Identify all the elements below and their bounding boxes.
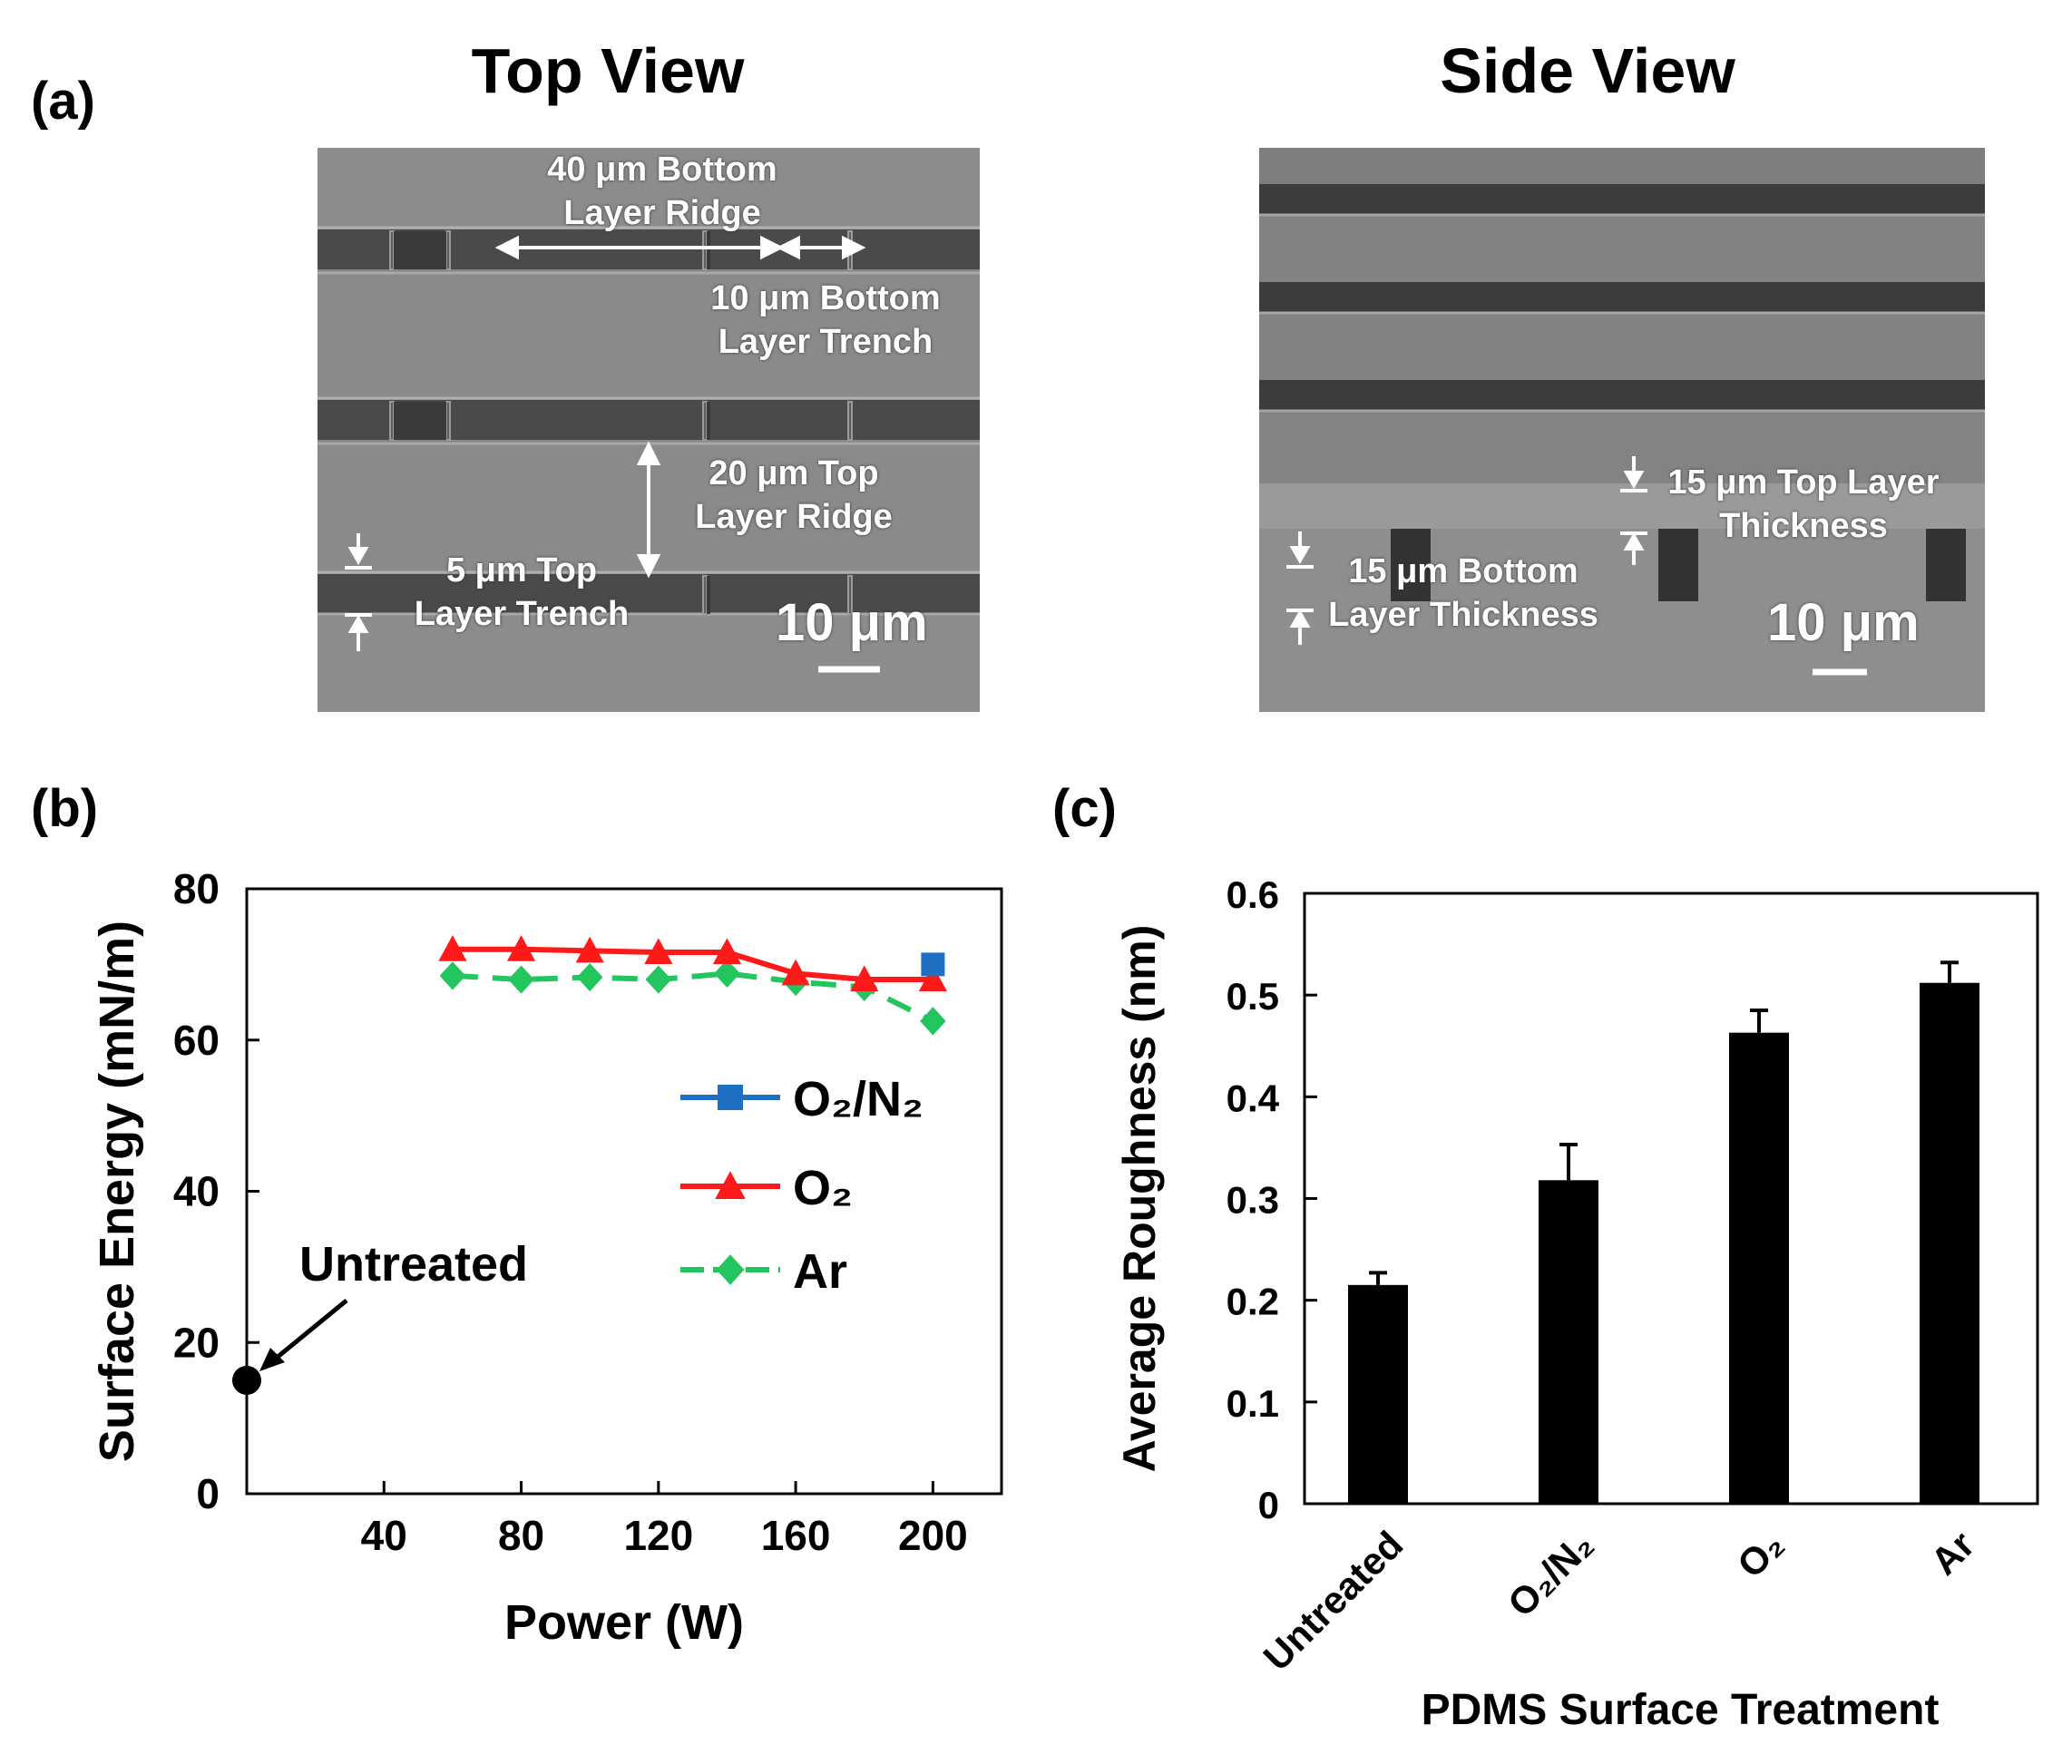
data-point	[712, 938, 742, 965]
y-axis-label: Average Roughness (nm)	[1114, 925, 1165, 1473]
bottom-ridge-annotation: 40 μm Bottom Layer Ridge	[547, 151, 777, 232]
untreated-arrow-head	[259, 1347, 285, 1371]
y-tick-label: 0.2	[1227, 1281, 1279, 1323]
series-o2-n2	[921, 952, 945, 977]
legend-label: O₂	[793, 1161, 853, 1215]
x-tick-label: Untreated	[1256, 1523, 1412, 1679]
top-view-sem-image: 40 μm Bottom Layer Ridge 10 μm Bottom La…	[318, 148, 980, 712]
x-tick-label: 160	[761, 1512, 831, 1559]
legend-entry-o2-n2: O₂/N₂	[680, 1072, 924, 1126]
legend-label: O₂/N₂	[793, 1072, 924, 1126]
bar	[1348, 1284, 1408, 1504]
legend-label: Ar	[793, 1244, 847, 1299]
y-axis-label: Surface Energy (mN/m)	[90, 921, 144, 1462]
bar	[1729, 1032, 1789, 1504]
panel-c-label: (c)	[1052, 779, 1117, 838]
data-point	[918, 965, 947, 992]
legend-marker	[716, 1254, 745, 1285]
top-ridge-annotation: 20 μm Top Layer Ridge	[695, 454, 893, 536]
y-tick-label: 40	[173, 1168, 220, 1215]
series-line	[452, 946, 933, 983]
untreated-point	[232, 1365, 261, 1395]
y-tick-label: 60	[173, 1017, 220, 1064]
data-point	[506, 935, 536, 961]
data-point	[644, 938, 673, 965]
panel-b-label: (b)	[31, 779, 99, 838]
x-tick-label: O₂	[1729, 1523, 1793, 1586]
top-view-scale-bar-label: 10 μm	[776, 593, 928, 652]
data-point	[645, 965, 672, 994]
data-point	[575, 936, 604, 963]
data-point	[850, 965, 879, 992]
series-ar	[439, 959, 946, 1036]
data-point	[576, 962, 603, 992]
x-tick-label: Ar	[1922, 1523, 1982, 1583]
y-tick-label: 0	[1258, 1484, 1279, 1526]
x-axis-label: Power (W)	[504, 1595, 744, 1650]
x-tick-label: 120	[623, 1512, 693, 1559]
x-tick-label: O₂/N₂	[1500, 1523, 1601, 1624]
x-tick-label: 40	[361, 1512, 407, 1559]
data-point	[508, 965, 534, 994]
data-point	[920, 1007, 946, 1036]
legend-entry-o2: O₂	[680, 1161, 853, 1215]
untreated-label: Untreated	[299, 1237, 528, 1291]
x-tick-label: 200	[898, 1512, 968, 1559]
y-tick-label: 0.4	[1227, 1077, 1280, 1119]
bar	[1539, 1180, 1598, 1504]
y-tick-label: 0.6	[1227, 873, 1279, 916]
top-view-title: Top View	[471, 35, 745, 106]
data-point	[714, 959, 740, 988]
bar-group: O₂/N₂	[1500, 1143, 1601, 1625]
legend-marker	[715, 1171, 746, 1199]
y-tick-label: 0	[196, 1470, 220, 1517]
surface-energy-chart: 0 20 40 60 80 40 80 120 160 200 Power (W) Surface E…	[90, 865, 1003, 1650]
y-tick-label: 0.3	[1227, 1179, 1279, 1222]
side-view-sem-drawing	[1259, 148, 1985, 712]
data-point	[439, 961, 466, 990]
side-view-title: Side View	[1440, 35, 1735, 106]
y-tick-label: 0.1	[1227, 1382, 1279, 1425]
bar-group: O₂	[1729, 1008, 1793, 1586]
data-point	[781, 959, 810, 986]
top-view-sem-drawing	[318, 148, 980, 712]
series-o2	[438, 935, 947, 992]
side-view-sem-image: 15 μm Top Layer Thickness 15 μm Bottom L…	[1259, 148, 1985, 712]
bar	[1920, 982, 1979, 1504]
y-tick-label: 0.5	[1227, 975, 1279, 1018]
untreated-arrow-line	[265, 1299, 348, 1368]
bottom-trench-annotation: 10 μm Bottom Layer Trench	[710, 279, 941, 361]
y-tick-label: 20	[173, 1319, 220, 1366]
top-trench-annotation: 5 μm Top Layer Trench	[414, 551, 630, 633]
top-thickness-annotation: 15 μm Top Layer Thickness	[1667, 463, 1940, 545]
panel-a-label: (a)	[31, 72, 95, 131]
legend-marker	[718, 1085, 743, 1110]
roughness-chart: 0 0.1 0.2 0.3 0.4 0.5 0.6 Average Roughness (nm…	[1114, 873, 2039, 1734]
x-axis-label: PDMS Surface Treatment	[1422, 1686, 1940, 1734]
bar-group: Ar	[1920, 960, 1982, 1583]
bottom-thickness-annotation: 15 μm Bottom Layer Thickness	[1328, 552, 1598, 634]
x-tick-label: 80	[498, 1512, 544, 1559]
data-point	[438, 935, 467, 961]
legend-entry-ar: Ar	[680, 1244, 847, 1299]
bar-group: Untreated	[1256, 1271, 1412, 1679]
data-point	[921, 952, 945, 977]
y-tick-label: 80	[173, 865, 220, 912]
side-view-scale-bar-label: 10 μm	[1767, 593, 1920, 652]
